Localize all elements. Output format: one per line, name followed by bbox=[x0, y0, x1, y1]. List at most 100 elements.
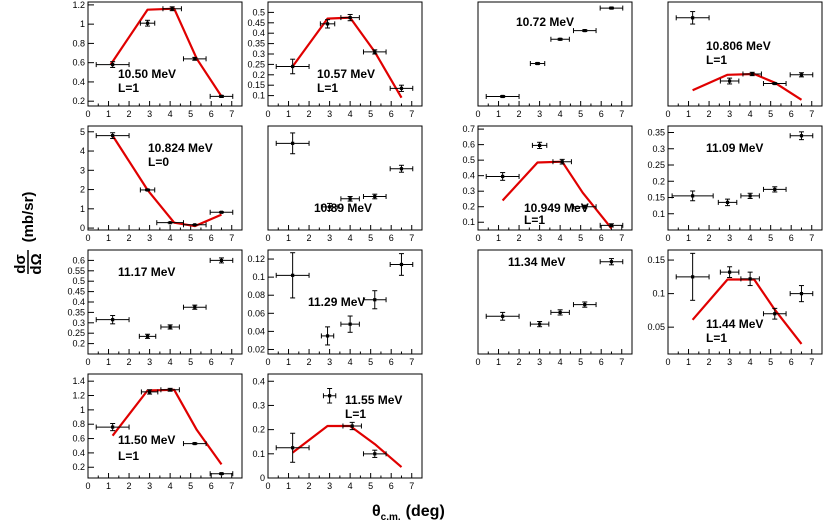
y-tick-label: 0 bbox=[260, 473, 265, 483]
y-tick-label: 0.25 bbox=[247, 59, 265, 69]
y-tick-label: 0.4 bbox=[252, 28, 265, 38]
data-point bbox=[209, 209, 234, 215]
y-axis: 0.1 0.2 0.3 0.4 0.5 0.6 0.7 bbox=[462, 124, 484, 227]
x-axis: 0 1 2 3 4 5 6 7 bbox=[85, 101, 234, 119]
data-point bbox=[275, 432, 310, 463]
x-axis: 0 1 2 3 4 5 6 7 bbox=[665, 225, 814, 243]
x-axis: 0 1 2 3 4 5 6 7 bbox=[475, 349, 624, 367]
x-tick-label: 5 bbox=[768, 233, 773, 243]
x-tick-label: 2 bbox=[307, 109, 312, 119]
x-tick-label: 7 bbox=[809, 357, 814, 367]
x-tick-label: 6 bbox=[599, 233, 604, 243]
x-tick-label: 2 bbox=[517, 233, 522, 243]
x-tick-label: 0 bbox=[85, 357, 90, 367]
x-tick-label: 1 bbox=[496, 109, 501, 119]
y-tick-label: 0.3 bbox=[462, 186, 475, 196]
data-point bbox=[139, 187, 156, 193]
l-value-label: L=1 bbox=[118, 81, 139, 95]
x-axis: 0 1 2 3 4 5 6 7 bbox=[85, 225, 234, 243]
data-point bbox=[95, 61, 130, 68]
energy-label: 11.50 MeV bbox=[118, 433, 175, 447]
data-point bbox=[362, 290, 387, 310]
x-tick-label: 1 bbox=[686, 109, 691, 119]
y-label-unit: (mb/sr) bbox=[20, 192, 37, 243]
panel-frame bbox=[267, 373, 423, 479]
data-point bbox=[160, 324, 180, 330]
fit-curve bbox=[501, 160, 613, 230]
x-axis: 0 1 2 3 4 5 6 7 bbox=[265, 101, 414, 119]
x-tick-label: 6 bbox=[209, 357, 214, 367]
y-tick-label: 0.35 bbox=[647, 128, 665, 138]
panel-13: 0 1 2 3 4 5 6 7 0.2 0.4 0.6 0.8 1 1.2 1.4 11.50 MeV L=1 bbox=[72, 373, 243, 491]
data-point bbox=[182, 304, 207, 310]
y-tick-label: 0.04 bbox=[247, 326, 265, 336]
y-tick-label: 0 bbox=[80, 223, 85, 233]
x-axis: 0 1 2 3 4 5 6 7 bbox=[665, 349, 814, 367]
data-point bbox=[95, 422, 130, 432]
y-tick-label: 0.2 bbox=[652, 176, 665, 186]
data-point bbox=[572, 301, 597, 308]
x-tick-label: 5 bbox=[578, 357, 583, 367]
panel-frame bbox=[667, 125, 823, 231]
x-tick-label: 0 bbox=[665, 109, 670, 119]
x-tick-label: 3 bbox=[537, 109, 542, 119]
data-point bbox=[342, 421, 362, 431]
data-point bbox=[599, 5, 624, 11]
x-tick-label: 2 bbox=[307, 481, 312, 491]
y-axis: 0.20.250.30.350.40.450.50.550.6 bbox=[67, 255, 94, 349]
x-tick-label: 3 bbox=[537, 233, 542, 243]
fit-curve bbox=[291, 16, 403, 99]
y-tick-label: 0.4 bbox=[72, 448, 85, 458]
data-point bbox=[389, 164, 414, 173]
y-tick-label: 0.1 bbox=[252, 91, 265, 101]
panel-frame bbox=[477, 1, 633, 107]
y-tick-label: 1.2 bbox=[72, 0, 85, 10]
y-tick-label: 0.3 bbox=[252, 400, 265, 410]
x-tick-label: 4 bbox=[558, 109, 563, 119]
y-tick-label: 0.35 bbox=[247, 39, 265, 49]
x-tick-label: 5 bbox=[578, 109, 583, 119]
y-tick-label: 0.45 bbox=[67, 287, 85, 297]
y-tick-label: 0.55 bbox=[67, 266, 85, 276]
x-tick-label: 4 bbox=[168, 481, 173, 491]
panel-10: 0 1 2 3 4 5 6 7 0.02 0.04 0.06 0.08 0.1 0.12 11.29 MeV bbox=[247, 249, 423, 367]
data-point bbox=[671, 190, 714, 202]
x-tick-label: 2 bbox=[517, 109, 522, 119]
data-point bbox=[719, 266, 740, 279]
y-tick-label: 0.6 bbox=[462, 140, 475, 150]
panel-frame bbox=[87, 373, 243, 479]
data-point bbox=[362, 49, 387, 55]
x-tick-label: 5 bbox=[368, 109, 373, 119]
data-point bbox=[789, 72, 814, 78]
x-tick-label: 3 bbox=[727, 233, 732, 243]
x-tick-label: 2 bbox=[517, 357, 522, 367]
panel-7: 0 1 2 3 4 5 6 7 0.1 0.2 0.3 0.4 0.5 0.6 0.7 10.949 MeVL… bbox=[462, 124, 633, 243]
data-point bbox=[389, 253, 414, 276]
energy-label: 11.29 MeV bbox=[308, 295, 365, 309]
x-tick-label: 2 bbox=[127, 357, 132, 367]
x-axis: 0 1 2 3 4 5 6 7 bbox=[665, 101, 814, 119]
x-tick-label: 2 bbox=[307, 233, 312, 243]
energy-label: 11.44 MeV bbox=[706, 317, 763, 331]
y-tick-label: 1.4 bbox=[72, 376, 85, 386]
y-tick-label: 0.45 bbox=[247, 18, 265, 28]
energy-label: 10.50 MeV bbox=[118, 67, 176, 81]
y-tick-label: 0.2 bbox=[72, 96, 85, 106]
x-tick-label: 3 bbox=[327, 357, 332, 367]
y-tick-label: 0.15 bbox=[247, 80, 265, 90]
x-axis: 0 1 2 3 4 5 6 7 bbox=[265, 225, 414, 243]
x-tick-label: 2 bbox=[707, 357, 712, 367]
x-tick-label: 6 bbox=[789, 109, 794, 119]
y-tick-label: 0.7 bbox=[462, 124, 475, 134]
y-tick-label: 5 bbox=[80, 127, 85, 137]
y-tick-label: 0.4 bbox=[462, 171, 475, 181]
x-tick-label: 6 bbox=[209, 109, 214, 119]
x-tick-label: 6 bbox=[389, 357, 394, 367]
y-axis-label: dσ dΩ (mb/sr) bbox=[12, 192, 45, 275]
x-axis: 0 1 2 3 4 5 6 7 bbox=[265, 349, 414, 367]
energy-label: 10.57 MeV bbox=[317, 67, 375, 81]
x-tick-label: 0 bbox=[265, 233, 270, 243]
